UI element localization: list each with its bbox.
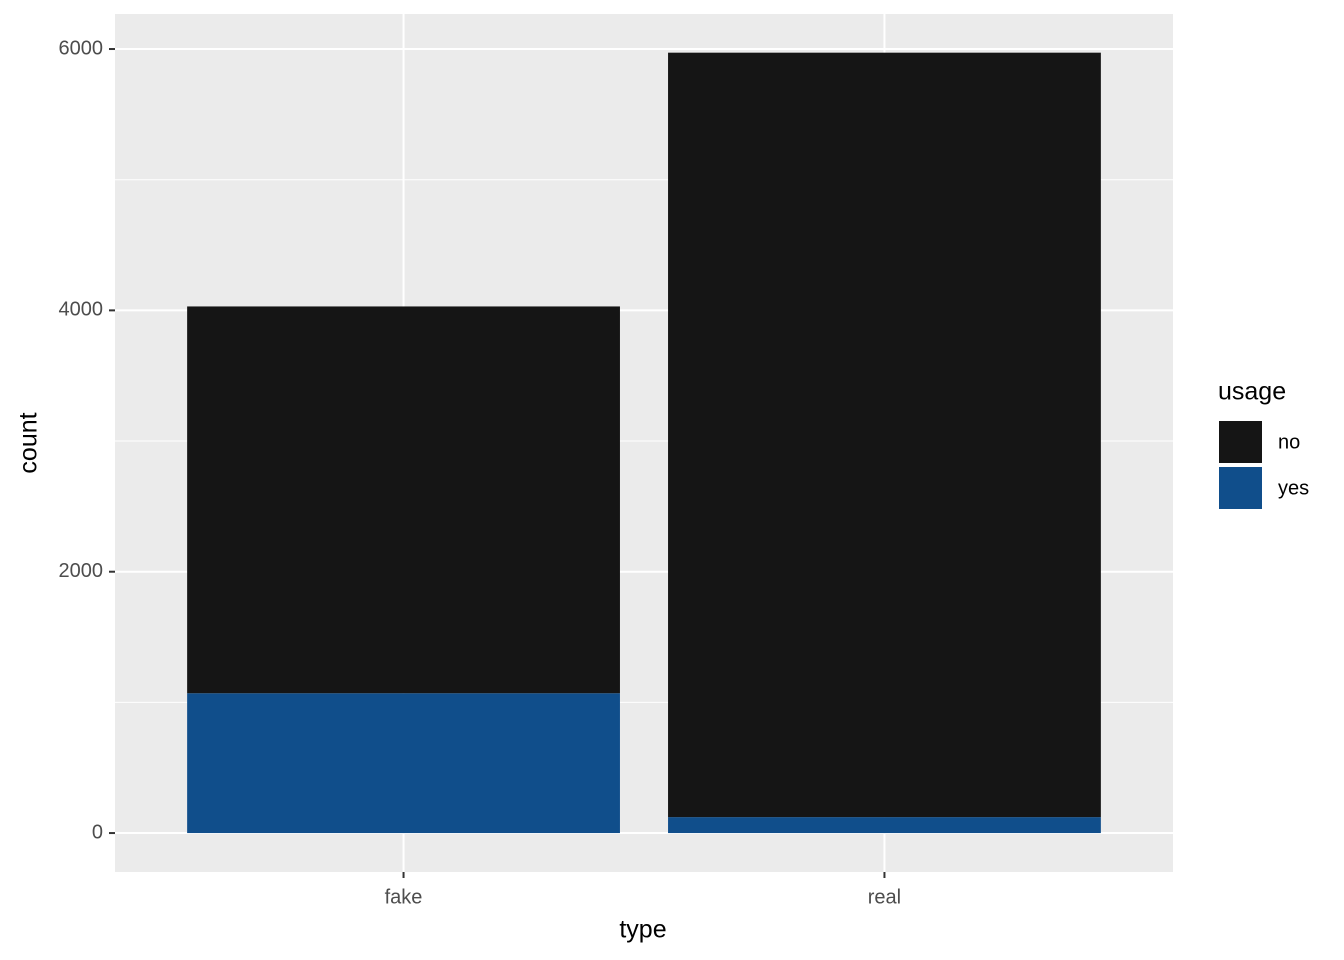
bar-segment bbox=[668, 52, 1101, 818]
legend-key bbox=[1219, 421, 1262, 463]
legend: usage no yes bbox=[1218, 378, 1309, 509]
legend-key bbox=[1219, 467, 1262, 509]
bar-segment bbox=[187, 306, 620, 694]
y-axis-title: count bbox=[15, 412, 43, 473]
bar-segment bbox=[187, 693, 620, 834]
bars bbox=[187, 52, 1101, 834]
y-tick-label: 2000 bbox=[59, 560, 104, 582]
x-axis-title: type bbox=[619, 916, 666, 944]
y-tick-label: 6000 bbox=[59, 37, 104, 59]
bar-segment bbox=[668, 817, 1101, 834]
legend-title: usage bbox=[1218, 378, 1286, 406]
x-tick-label: fake bbox=[385, 886, 423, 908]
y-tick-label: 4000 bbox=[59, 299, 104, 321]
axes: 0 2000 4000 6000 fake real bbox=[59, 37, 902, 908]
legend-label: no bbox=[1278, 431, 1300, 453]
y-tick-label: 0 bbox=[92, 821, 103, 843]
legend-label: yes bbox=[1278, 477, 1309, 499]
x-tick-label: real bbox=[868, 886, 901, 908]
